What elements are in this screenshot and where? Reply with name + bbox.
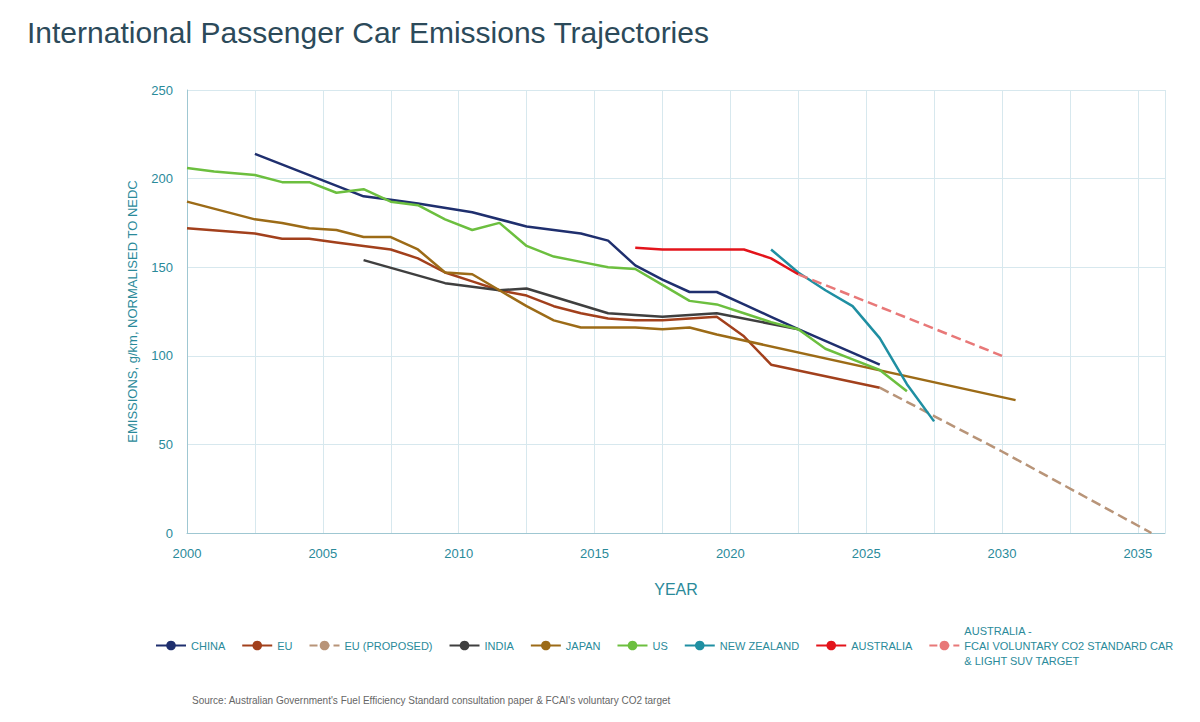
svg-text:Source: Australian Government': Source: Australian Government's Fuel Eff… <box>192 695 671 706</box>
svg-text:JAPAN: JAPAN <box>566 640 601 652</box>
svg-text:EU (PROPOSED): EU (PROPOSED) <box>345 640 433 652</box>
svg-text:2010: 2010 <box>444 546 473 561</box>
svg-text:150: 150 <box>151 260 173 275</box>
svg-text:2005: 2005 <box>308 546 337 561</box>
svg-text:2035: 2035 <box>1123 546 1152 561</box>
svg-text:EU: EU <box>277 640 292 652</box>
svg-text:2025: 2025 <box>852 546 881 561</box>
svg-text:2015: 2015 <box>580 546 609 561</box>
svg-text:International Passenger Car Em: International Passenger Car Emissions Tr… <box>27 16 709 49</box>
svg-text:0: 0 <box>166 526 173 541</box>
svg-text:YEAR: YEAR <box>654 581 698 598</box>
svg-text:US: US <box>652 640 667 652</box>
svg-text:2030: 2030 <box>988 546 1017 561</box>
svg-text:AUSTRALIA -: AUSTRALIA - <box>964 625 1032 637</box>
svg-text:& LIGHT SUV TARGET: & LIGHT SUV TARGET <box>964 655 1079 667</box>
svg-text:INDIA: INDIA <box>485 640 515 652</box>
svg-text:AUSTRALIA: AUSTRALIA <box>851 640 913 652</box>
svg-text:2000: 2000 <box>173 546 202 561</box>
svg-text:EMISSIONS, g/km, NORMALISED TO: EMISSIONS, g/km, NORMALISED TO NEDC <box>125 180 140 442</box>
svg-text:NEW ZEALAND: NEW ZEALAND <box>720 640 800 652</box>
svg-text:100: 100 <box>151 348 173 363</box>
svg-text:2020: 2020 <box>716 546 745 561</box>
svg-text:CHINA: CHINA <box>191 640 226 652</box>
svg-text:200: 200 <box>151 171 173 186</box>
svg-text:50: 50 <box>159 437 173 452</box>
svg-text:250: 250 <box>151 83 173 98</box>
svg-text:FCAI VOLUNTARY CO2 STANDARD CA: FCAI VOLUNTARY CO2 STANDARD CAR <box>964 640 1173 652</box>
